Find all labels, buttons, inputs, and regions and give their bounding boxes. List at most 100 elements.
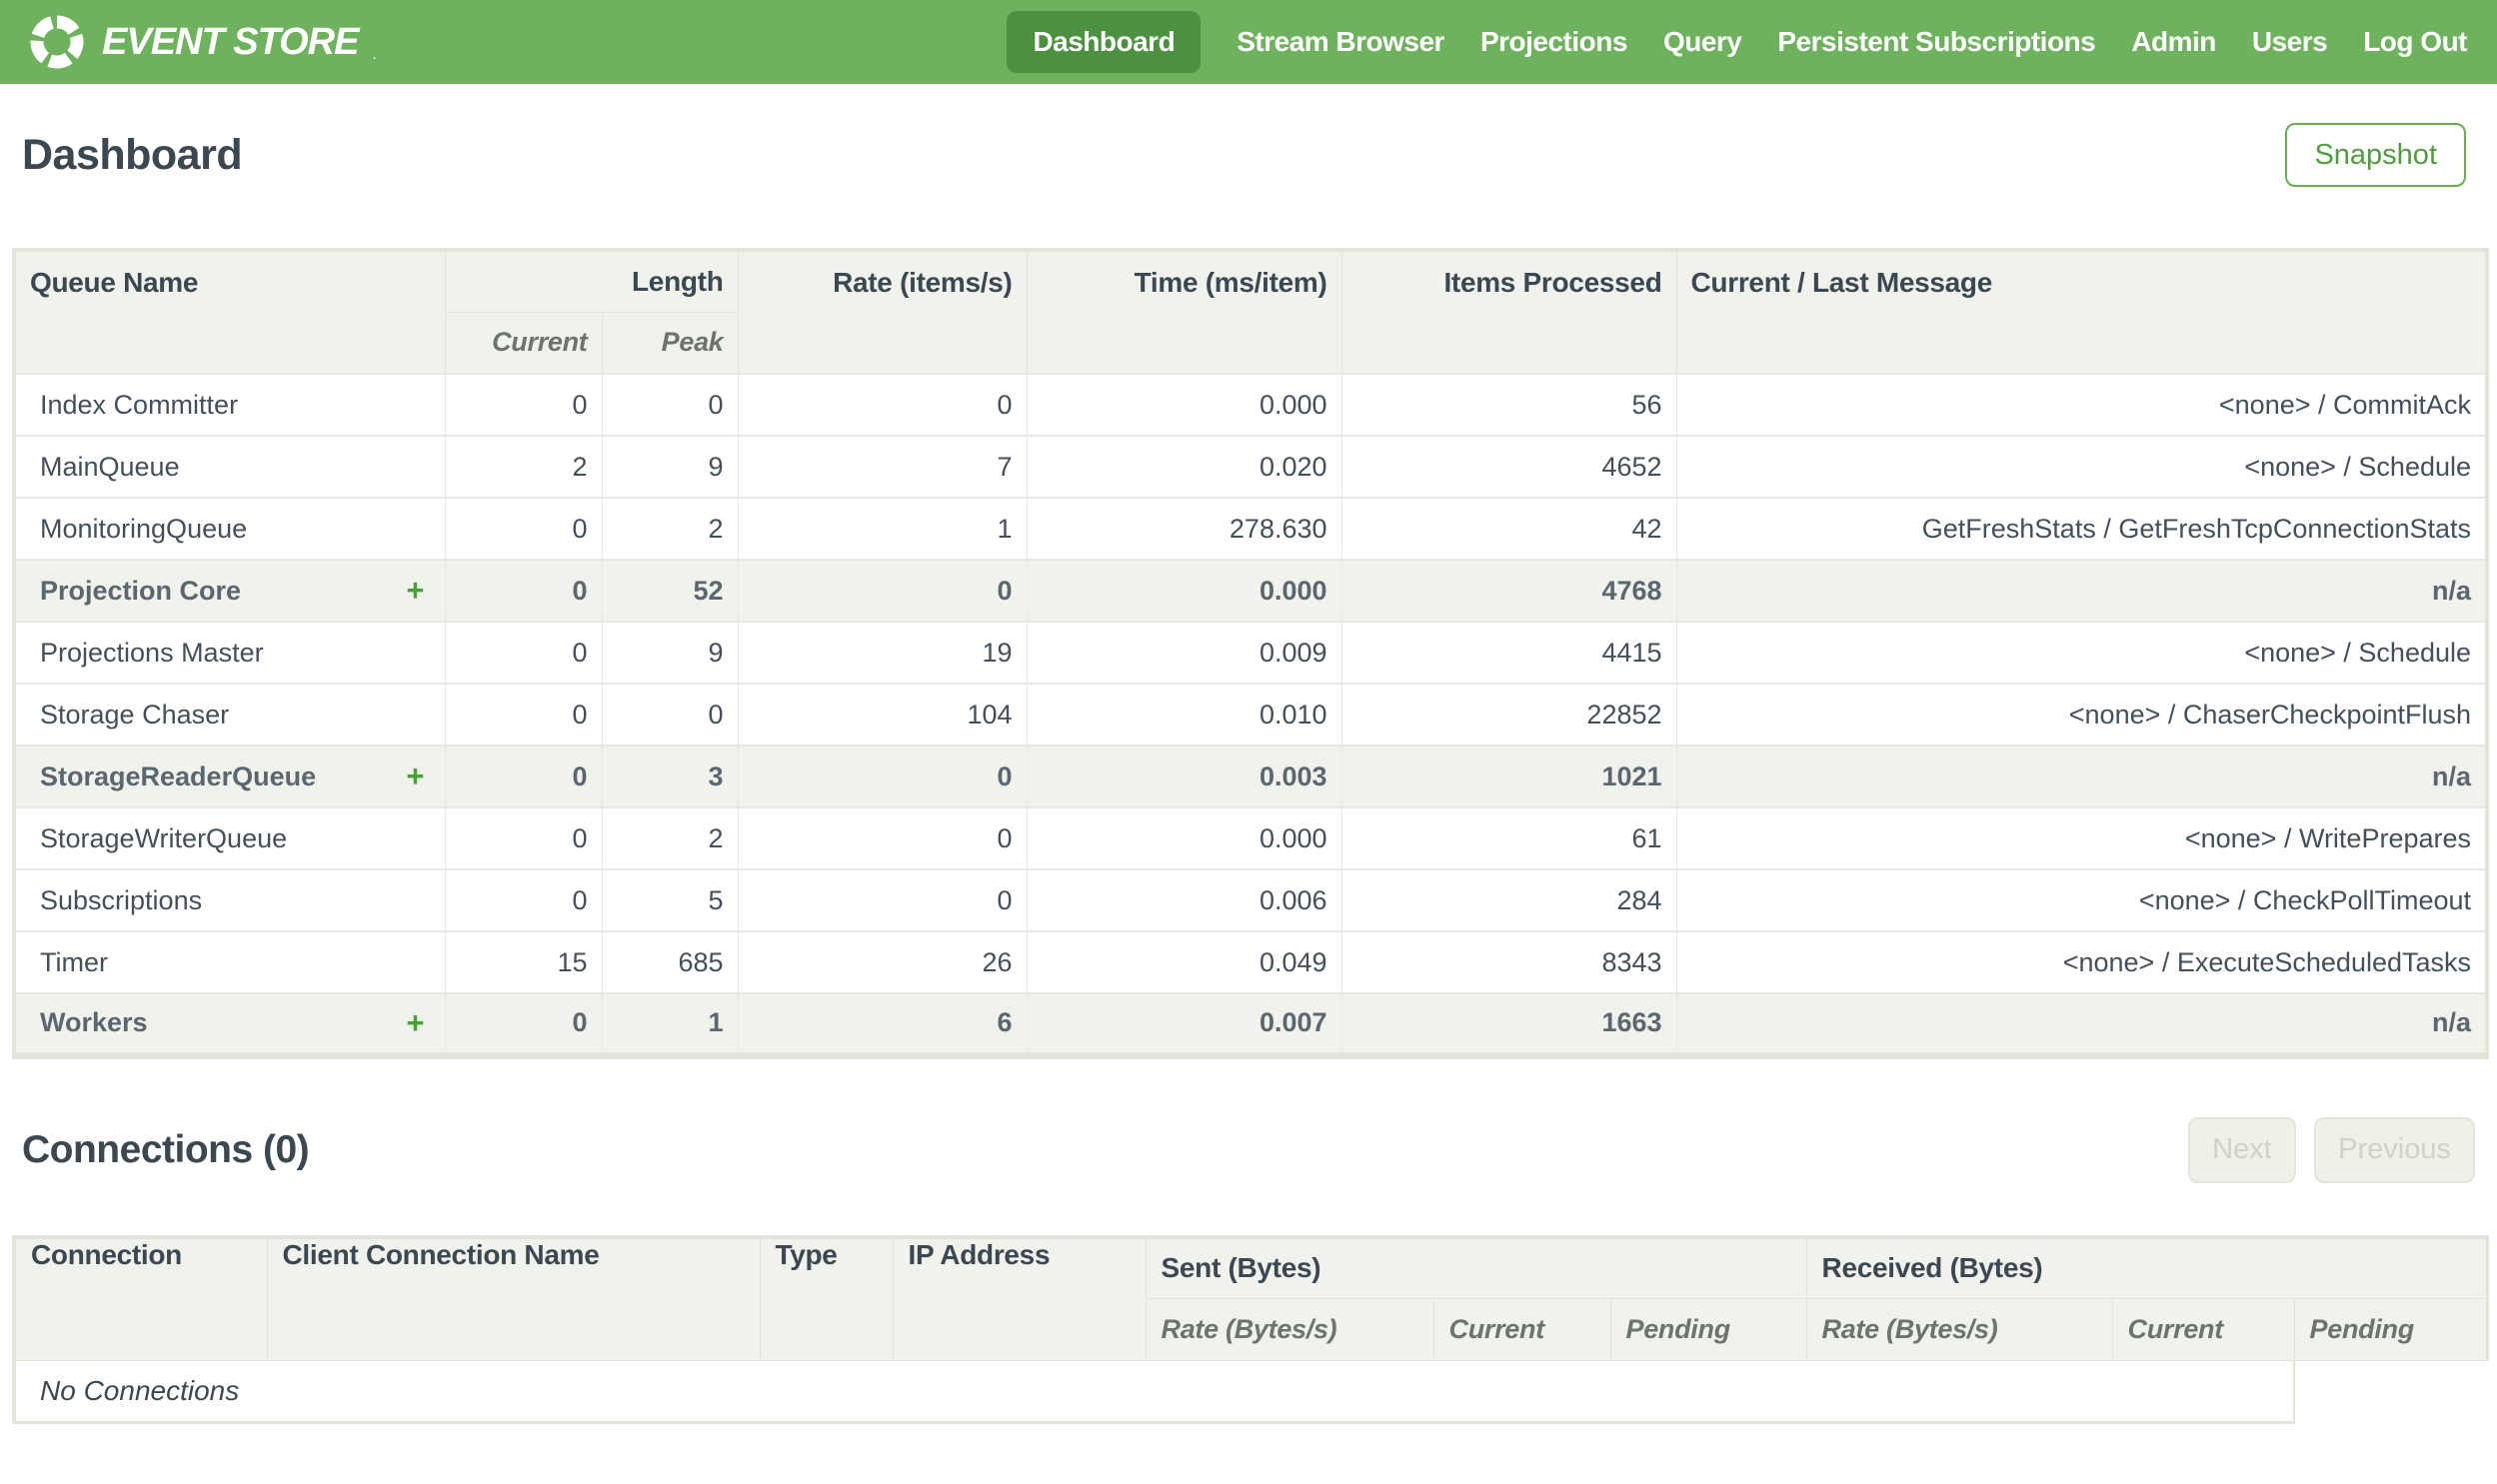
length-current-cell: 0 [444, 683, 603, 746]
rate-cell: 6 [737, 992, 1028, 1056]
rate-cell: 0 [737, 559, 1028, 623]
queue-row: MonitoringQueue 0 2 1 278.630 42 GetFres… [13, 497, 2488, 561]
message-cell: <none> / ChaserCheckpointFlush [1675, 683, 2488, 746]
time-cell: 278.630 [1026, 497, 1342, 561]
items-processed-cell: 42 [1340, 497, 1677, 561]
col-length: Length [444, 249, 739, 313]
connections-table: Connection Client Connection Name Type I… [12, 1234, 2489, 1424]
queue-name-cell: Timer [13, 930, 446, 994]
length-peak-cell: 2 [601, 806, 739, 870]
length-peak-cell: 9 [601, 435, 739, 499]
nav-item[interactable]: Log Out [2363, 11, 2467, 73]
rate-cell: 7 [737, 435, 1028, 499]
col-rate: Rate (items/s) [737, 249, 1028, 375]
queue-name-cell: StorageWriterQueue [13, 806, 446, 870]
next-button[interactable]: Next [2188, 1116, 2296, 1183]
queue-row: StorageReaderQueue + 0 3 0 0.003 1021 n/… [13, 744, 2488, 808]
message-cell: n/a [1675, 559, 2488, 623]
queue-name: Storage Chaser [40, 699, 230, 730]
length-peak-cell: 52 [601, 559, 739, 623]
queue-row: Projection Core + 0 52 0 0.000 4768 n/a [13, 559, 2488, 623]
col-items-processed: Items Processed [1340, 249, 1677, 375]
time-cell: 0.000 [1026, 373, 1342, 437]
nav-item[interactable]: Query [1663, 11, 1742, 73]
queue-name: Workers [40, 1007, 148, 1038]
rate-cell: 1 [737, 497, 1028, 561]
length-peak-cell: 9 [601, 621, 739, 685]
message-cell: GetFreshStats / GetFreshTcpConnectionSta… [1675, 497, 2488, 561]
items-processed-cell: 61 [1340, 806, 1677, 870]
queue-name-cell: Workers + [13, 992, 446, 1056]
nav-menu: Dashboard Stream Browser Projections Que… [1007, 11, 2467, 73]
col-time: Time (ms/item) [1026, 249, 1342, 375]
length-current-cell: 0 [444, 621, 603, 685]
length-current-cell: 0 [444, 868, 603, 932]
time-cell: 0.020 [1026, 435, 1342, 499]
expand-plus-icon[interactable]: + [406, 573, 425, 608]
length-peak-cell: 0 [601, 683, 739, 746]
queue-name-cell: MainQueue [13, 435, 446, 499]
col-sent-pending: Pending [1609, 1298, 1807, 1361]
message-cell: n/a [1675, 744, 2488, 808]
col-sent-current: Current [1432, 1298, 1611, 1361]
event-store-ring-icon [30, 15, 84, 69]
expand-plus-icon[interactable]: + [406, 1004, 425, 1040]
nav-item[interactable]: Admin [2131, 11, 2216, 73]
queue-name: Projection Core [40, 575, 242, 606]
connections-title: Connections (0) [22, 1127, 310, 1171]
brand-logo[interactable]: EVENT STORE . [28, 13, 377, 71]
top-nav: EVENT STORE . Dashboard Stream Browser P… [0, 0, 2497, 84]
length-peak-cell: 5 [601, 868, 739, 932]
length-current-cell: 0 [444, 373, 603, 437]
queue-row: Projections Master 0 9 19 0.009 4415 <no… [13, 621, 2488, 685]
items-processed-cell: 4415 [1340, 621, 1677, 685]
queue-name-cell: Projections Master [13, 621, 446, 685]
time-cell: 0.003 [1026, 744, 1342, 808]
queue-row: Workers + 0 1 6 0.007 1663 n/a [13, 992, 2488, 1056]
rate-cell: 0 [737, 373, 1028, 437]
page-title: Dashboard [22, 130, 243, 179]
message-cell: <none> / ExecuteScheduledTasks [1675, 930, 2488, 994]
items-processed-cell: 8343 [1340, 930, 1677, 994]
nav-item-label: Projections [1479, 26, 1627, 57]
main-content: Dashboard Snapshot Queue Name Length Rat… [0, 122, 2497, 1424]
message-cell: <none> / WritePrepares [1675, 806, 2488, 870]
queue-name-cell: Subscriptions [13, 868, 446, 932]
page-header: Dashboard Snapshot [12, 122, 2485, 188]
nav-item[interactable]: Projections [1480, 11, 1627, 73]
col-sent: Sent (Bytes) [1145, 1236, 1807, 1299]
queue-name-cell: StorageReaderQueue + [13, 744, 446, 808]
col-connection: Connection [13, 1236, 268, 1361]
snapshot-button[interactable]: Snapshot [2285, 123, 2466, 187]
brand-trademark-dot: . [372, 46, 377, 63]
nav-item[interactable]: Dashboard [1007, 11, 1202, 73]
queue-row: StorageWriterQueue 0 2 0 0.000 61 <none>… [13, 806, 2488, 870]
queue-name: MonitoringQueue [40, 513, 248, 544]
col-queue-name: Queue Name [13, 249, 446, 375]
expand-plus-icon[interactable]: + [406, 758, 425, 793]
nav-item-label: Stream Browser [1237, 26, 1444, 57]
items-processed-cell: 22852 [1340, 683, 1677, 746]
rate-cell: 104 [737, 683, 1028, 746]
connections-pager: Next Previous [2174, 1116, 2475, 1183]
nav-item-label: Users [2251, 26, 2328, 57]
nav-item[interactable]: Stream Browser [1237, 11, 1444, 73]
rate-cell: 26 [737, 930, 1028, 994]
nav-item[interactable]: Persistent Subscriptions [1777, 11, 2095, 73]
previous-button[interactable]: Previous [2314, 1116, 2475, 1183]
time-cell: 0.007 [1026, 992, 1342, 1056]
time-cell: 0.000 [1026, 806, 1342, 870]
queues-table: Queue Name Length Rate (items/s) Time (m… [12, 248, 2490, 1059]
queue-name-cell: MonitoringQueue [13, 497, 446, 561]
queue-name: Index Committer [40, 389, 239, 420]
time-cell: 0.049 [1026, 930, 1342, 994]
length-current-cell: 0 [444, 497, 603, 561]
message-cell: <none> / CommitAck [1675, 373, 2488, 437]
queue-name-cell: Projection Core + [13, 559, 446, 623]
col-received-rate: Rate (Bytes/s) [1805, 1298, 2113, 1361]
length-current-cell: 2 [444, 435, 603, 499]
col-ip-address: IP Address [892, 1236, 1147, 1361]
rate-cell: 19 [737, 621, 1028, 685]
nav-item[interactable]: Users [2251, 11, 2328, 73]
length-peak-cell: 685 [601, 930, 739, 994]
